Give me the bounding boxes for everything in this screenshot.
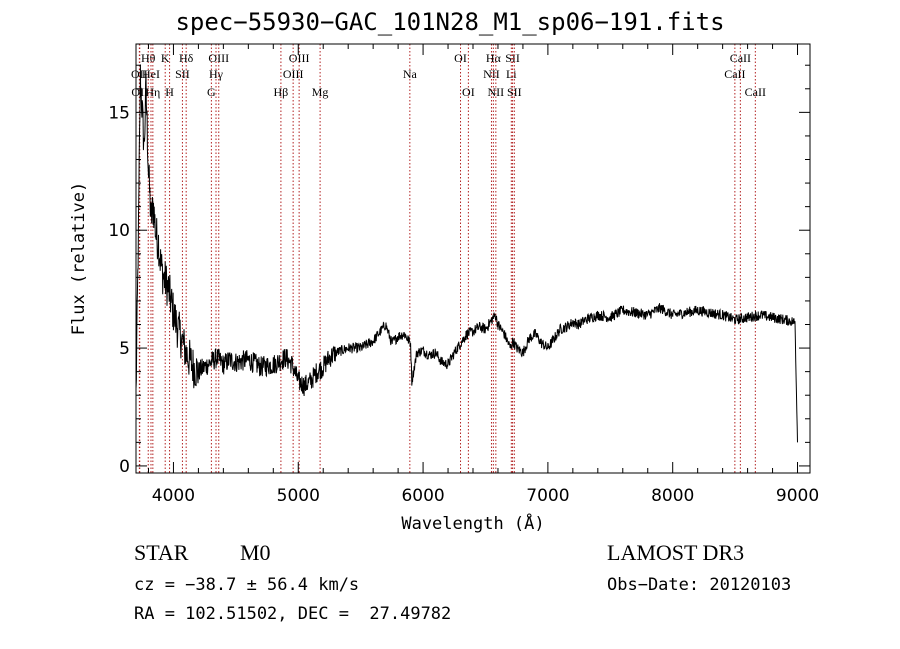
spectral-line-label-3: HeI	[142, 67, 160, 81]
spectral-line-label-18: OI	[462, 85, 475, 99]
spectral-line-label-5: K	[161, 51, 170, 65]
x-axis-label: Wavelength (Å)	[401, 512, 544, 534]
spectrum-line	[135, 64, 798, 443]
spectral-line-label-27: CaII	[745, 85, 766, 99]
spectral-line-label-15: Mg	[312, 85, 329, 99]
y-tick-label: 0	[119, 457, 130, 477]
spectral-line-label-22: Li	[506, 67, 517, 81]
spectral-line-label-6: H	[165, 85, 174, 99]
spectrum-series	[135, 64, 798, 443]
x-tick-label: 7000	[526, 486, 569, 506]
spectral-line-label-24: SII	[507, 85, 522, 99]
observation-date: Obs−Date: 20120103	[607, 575, 792, 595]
object-class: STAR	[134, 540, 189, 565]
x-tick-label: 9000	[776, 486, 819, 506]
redshift-velocity: cz = −38.7 ± 56.4 km/s	[134, 575, 360, 595]
spectral-line-markers: OIIOIIHθHeIHηKHSIIHδGHγOIIIHβOIIIOIIIMgN…	[131, 44, 766, 473]
x-tick-label: 6000	[401, 486, 444, 506]
y-tick-label: 5	[119, 339, 130, 359]
axis-labels: 4000 5000 6000 7000 8000 9000 0 5 10 15	[108, 103, 819, 506]
spectral-line-label-4: Hη	[145, 85, 160, 99]
object-subclass: M0	[240, 540, 271, 565]
y-tick-label: 10	[108, 221, 130, 241]
spectral-line-label-9: G	[207, 85, 216, 99]
spectral-line-label-20: Hα	[486, 51, 502, 65]
spectral-line-label-16: Na	[403, 67, 418, 81]
spectral-line-label-19: NII	[483, 67, 500, 81]
spectral-line-label-11: OIII	[208, 51, 229, 65]
spectral-line-label-25: CaII	[724, 67, 745, 81]
spectral-line-label-14: OIII	[289, 51, 310, 65]
spectral-line-label-21: NII	[488, 85, 505, 99]
spectral-line-label-13: OIII	[283, 67, 304, 81]
x-tick-label: 5000	[277, 486, 320, 506]
spectral-line-label-2: Hθ	[141, 51, 156, 65]
spectral-line-label-0: OII	[131, 67, 148, 81]
spectral-line-label-7: SII	[175, 67, 190, 81]
spectral-line-label-8: Hδ	[179, 51, 194, 65]
chart-title: spec−55930−GAC_101N28_M1_sp06−191.fits	[175, 8, 725, 36]
x-tick-label: 4000	[152, 486, 195, 506]
y-axis-label: Flux (relative)	[69, 182, 89, 336]
spectral-line-label-26: CaII	[730, 51, 751, 65]
spectral-line-label-12: Hβ	[274, 85, 289, 99]
y-tick-label: 15	[108, 103, 130, 123]
spectral-line-label-23: SII	[505, 51, 520, 65]
sky-coordinates: RA = 102.51502, DEC = 27.49782	[134, 604, 452, 624]
survey-name: LAMOST DR3	[607, 540, 745, 565]
spectral-line-label-10: Hγ	[209, 67, 224, 81]
spectral-line-label-17: OI	[454, 51, 467, 65]
axis-ticks	[136, 44, 810, 473]
plot-frame	[135, 43, 811, 474]
x-tick-label: 8000	[651, 486, 694, 506]
